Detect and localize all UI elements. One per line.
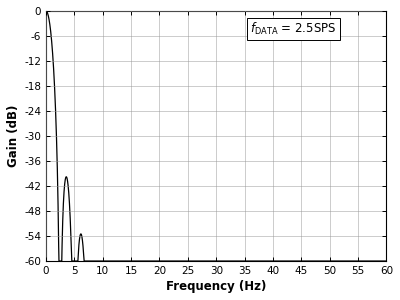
Y-axis label: Gain (dB): Gain (dB) <box>7 105 20 167</box>
X-axis label: Frequency (Hz): Frequency (Hz) <box>166 280 266 293</box>
Text: $f_\mathregular{DATA}$ = 2.5SPS: $f_\mathregular{DATA}$ = 2.5SPS <box>250 21 337 37</box>
